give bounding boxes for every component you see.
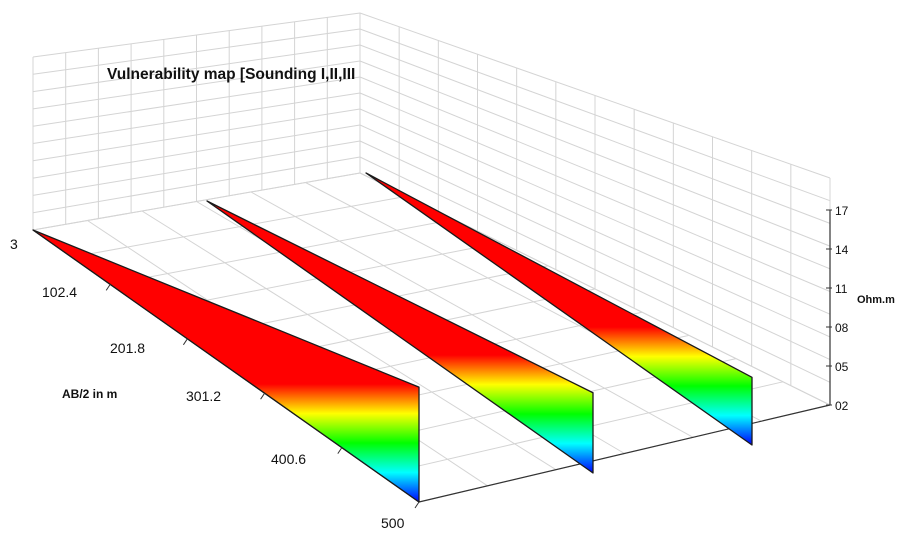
x-tick-label: 102.4 — [42, 284, 77, 300]
z-tick-label: 08 — [835, 321, 849, 335]
x-tick-label: 500 — [381, 515, 405, 531]
series-1-surface — [32, 229, 420, 503]
x-tick-label: 3 — [10, 236, 18, 252]
label-layer: Vulnerability map [Sounding I,II,III AB/… — [10, 66, 895, 531]
z-tick-label: 14 — [835, 243, 849, 257]
series-2-surface — [206, 200, 594, 474]
z-tick-label: 17 — [835, 204, 849, 218]
z-axis-label: Ohm.m — [857, 294, 895, 306]
series-layer — [32, 172, 753, 503]
x-tick-label: 301.2 — [186, 388, 221, 404]
x-tick-label: 201.8 — [110, 340, 145, 356]
z-tick-label: 11 — [835, 282, 848, 296]
x-tick-label: 400.6 — [271, 451, 306, 467]
chart-title: Vulnerability map [Sounding I,II,III — [107, 66, 355, 83]
grid — [32, 12, 831, 503]
z-tick-label: 02 — [835, 399, 849, 413]
x-axis-label: AB/2 in m — [62, 387, 117, 401]
z-tick-label: 05 — [835, 360, 849, 374]
series-3-surface — [365, 172, 753, 446]
